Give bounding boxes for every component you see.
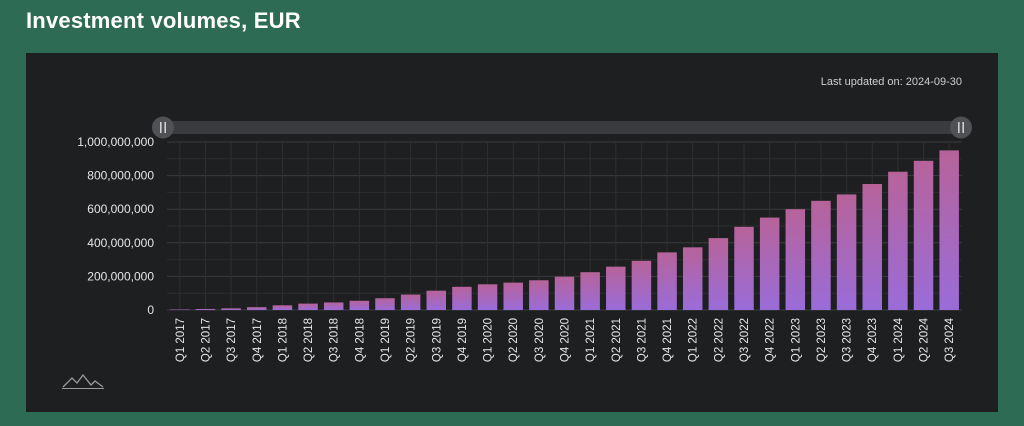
bar[interactable] [888,171,908,310]
x-tick-label: Q2 2022 [713,318,725,362]
y-tick-label: 1,000,000,000 [77,135,154,149]
bar[interactable] [247,307,267,310]
y-tick-label: 400,000,000 [87,236,154,250]
bar[interactable] [195,308,216,310]
bar[interactable] [554,276,575,310]
bar[interactable] [708,238,729,310]
y-tick-label: 800,000,000 [87,169,154,183]
x-tick-label: Q3 2021 [636,318,648,362]
bar-chart: 0 200,000,000 400,000,000 600,000,000 800,00… [77,116,972,362]
x-tick-label: Q2 2017 [200,318,212,362]
bar[interactable] [221,308,241,310]
x-axis-ticks: Q1 2017 Q2 2017 Q3 2017 Q4 2017 Q1 2018 Q2 20… [175,317,956,362]
x-tick-label: Q4 2017 [252,318,264,362]
bar[interactable] [529,280,549,310]
x-tick-label: Q2 2018 [303,318,315,362]
x-tick-label: Q3 2017 [226,318,238,362]
bar[interactable] [298,303,318,310]
bar[interactable] [375,298,395,310]
bar[interactable] [170,309,190,311]
bar[interactable] [862,184,882,310]
x-tick-label: Q2 2019 [406,318,418,362]
x-tick-label: Q2 2021 [611,318,623,362]
bar[interactable] [939,150,959,310]
x-tick-label: Q1 2017 [175,318,187,362]
bar[interactable] [323,302,344,310]
x-tick-label: Q3 2024 [944,317,956,362]
range-slider-track[interactable] [163,121,961,134]
bars [170,150,959,310]
bar[interactable] [657,252,677,310]
bar[interactable] [477,284,498,310]
x-tick-label: Q4 2019 [457,318,469,362]
page-title: Investment volumes, EUR [26,8,301,33]
x-tick-label: Q4 2022 [765,318,777,362]
x-tick-label: Q1 2023 [790,318,802,362]
bar[interactable] [503,282,523,310]
bar[interactable] [785,209,806,310]
bar[interactable] [734,226,754,310]
bar[interactable] [759,217,780,310]
bar[interactable] [811,200,831,310]
x-tick-label: Q1 2024 [893,317,905,362]
range-handle-left[interactable] [152,116,174,139]
bar[interactable] [400,294,421,310]
last-updated: Last updated on: 2024-09-30 [818,76,962,88]
x-tick-label: Q4 2023 [867,318,879,362]
bar[interactable] [349,300,370,310]
x-tick-label: Q1 2021 [585,318,597,362]
x-tick-label: Q1 2022 [688,318,700,362]
y-tick-label: 600,000,000 [87,202,154,216]
chart-panel: Last updated on: 2024-09-30 0 200,000,000 4… [26,53,998,412]
x-tick-label: Q3 2019 [431,318,443,362]
y-tick-label: 200,000,000 [87,269,154,283]
pause-handle-icon [958,122,964,133]
mountain-logo-icon [62,373,104,390]
x-tick-label: Q2 2024 [919,317,931,362]
bar[interactable] [452,286,472,310]
y-tick-label: 0 [147,303,154,317]
range-slider[interactable] [152,116,972,139]
x-tick-label: Q4 2020 [560,318,572,362]
x-tick-label: Q1 2019 [380,318,392,362]
bar[interactable] [606,266,626,310]
x-tick-label: Q1 2018 [277,318,289,362]
x-tick-label: Q1 2020 [483,318,495,362]
y-axis-ticks: 0 200,000,000 400,000,000 600,000,000 800,00… [77,135,154,317]
bar[interactable] [913,160,934,310]
pause-handle-icon [160,122,166,133]
bar[interactable] [272,305,293,310]
x-tick-label: Q4 2021 [662,318,674,362]
x-tick-label: Q3 2022 [739,318,751,362]
x-tick-label: Q3 2023 [842,318,854,362]
bar[interactable] [836,194,857,310]
bar[interactable] [426,290,447,310]
bar[interactable] [631,260,652,310]
x-tick-label: Q2 2023 [816,318,828,362]
x-tick-label: Q4 2018 [354,318,366,362]
range-handle-right[interactable] [950,116,972,139]
x-tick-label: Q3 2020 [534,318,546,362]
last-updated-date: 2024-09-30 [905,76,962,88]
bar[interactable] [580,272,600,310]
last-updated-label: Last updated on: [820,76,903,88]
x-tick-label: Q2 2020 [508,318,520,362]
bar[interactable] [682,247,703,310]
x-tick-label: Q3 2018 [329,318,341,362]
